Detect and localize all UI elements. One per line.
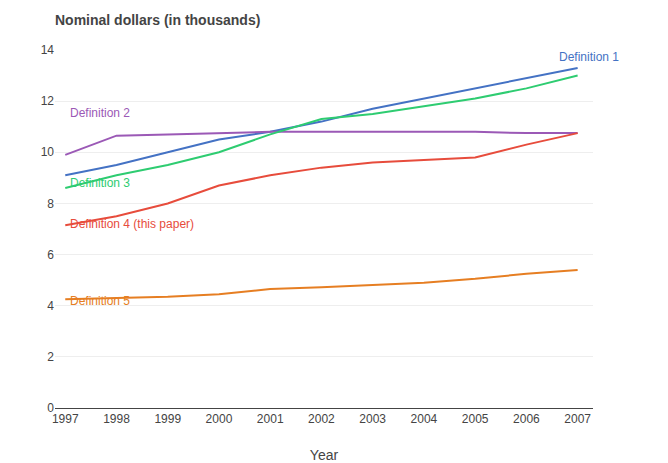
svg-text:2007: 2007 (564, 412, 591, 426)
svg-text:6: 6 (47, 248, 54, 262)
svg-text:2005: 2005 (462, 412, 489, 426)
svg-text:2003: 2003 (359, 412, 386, 426)
svg-text:2: 2 (47, 350, 54, 364)
svg-text:2001: 2001 (257, 412, 284, 426)
svg-text:14: 14 (41, 43, 55, 57)
svg-text:2004: 2004 (411, 412, 438, 426)
svg-text:Nominal dollars (in thousands): Nominal dollars (in thousands) (55, 12, 260, 28)
svg-text:Definition 1: Definition 1 (559, 50, 619, 64)
svg-text:4: 4 (47, 299, 54, 313)
svg-text:2000: 2000 (206, 412, 233, 426)
svg-text:0: 0 (47, 401, 54, 415)
svg-text:Definition 3: Definition 3 (70, 176, 130, 190)
svg-text:Definition 5: Definition 5 (70, 294, 130, 308)
svg-text:12: 12 (41, 94, 55, 108)
svg-text:2002: 2002 (308, 412, 335, 426)
svg-text:1998: 1998 (103, 412, 130, 426)
svg-text:8: 8 (47, 197, 54, 211)
svg-text:Year: Year (310, 447, 339, 463)
svg-text:1997: 1997 (52, 412, 79, 426)
svg-text:2006: 2006 (513, 412, 540, 426)
svg-text:Definition 2: Definition 2 (70, 106, 130, 120)
svg-text:10: 10 (41, 145, 55, 159)
svg-text:Definition 4 (this paper): Definition 4 (this paper) (70, 217, 194, 231)
svg-text:1999: 1999 (154, 412, 181, 426)
